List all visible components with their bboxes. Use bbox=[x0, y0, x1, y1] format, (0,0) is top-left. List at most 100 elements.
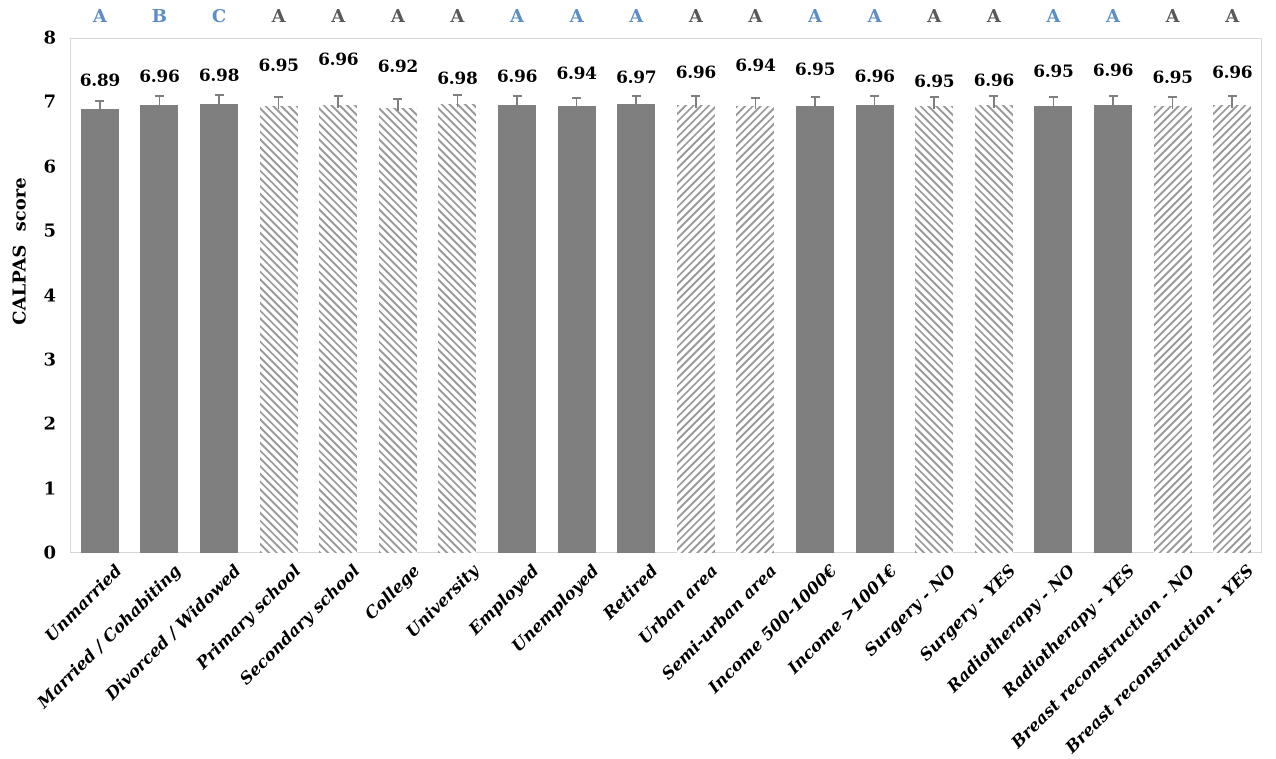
significance-letter: A bbox=[510, 6, 524, 27]
significance-letter: A bbox=[271, 6, 286, 27]
bar-value-label: 6.98 bbox=[198, 65, 240, 86]
y-tick-label: 3 bbox=[43, 349, 56, 371]
bar bbox=[1034, 105, 1073, 553]
bar-value-label: 6.89 bbox=[79, 71, 121, 92]
error-bar-cap bbox=[512, 95, 522, 98]
bar bbox=[200, 103, 238, 553]
error-bar-line bbox=[218, 95, 220, 107]
error-bar-cap bbox=[810, 96, 820, 98]
bar bbox=[140, 104, 179, 553]
y-tick-label: 1 bbox=[43, 478, 56, 500]
bar-value-label: 6.95 bbox=[914, 71, 955, 92]
significance-letter: A bbox=[92, 6, 107, 27]
y-tick-label: 8 bbox=[43, 27, 56, 49]
bar bbox=[378, 107, 417, 553]
error-bar-line bbox=[575, 98, 578, 110]
significance-letter: A bbox=[688, 6, 703, 27]
bar-value-label: 6.92 bbox=[377, 56, 419, 77]
error-bar-cap bbox=[572, 96, 582, 99]
bar bbox=[1213, 104, 1252, 553]
error-bar-line bbox=[933, 97, 935, 109]
y-tick-label: 6 bbox=[43, 156, 56, 178]
bar-value-label: 6.96 bbox=[973, 70, 1015, 91]
error-bar-cap bbox=[1227, 95, 1237, 98]
significance-letter: A bbox=[331, 6, 346, 27]
bar bbox=[796, 105, 834, 553]
error-bar-line bbox=[635, 96, 637, 108]
error-bar-cap bbox=[214, 94, 224, 96]
significance-letter: A bbox=[390, 6, 405, 27]
bar bbox=[1094, 104, 1132, 553]
bar bbox=[974, 104, 1013, 553]
error-bar-line bbox=[1231, 97, 1233, 108]
bar bbox=[438, 103, 477, 553]
y-tick-label: 2 bbox=[43, 413, 56, 435]
bar bbox=[855, 104, 894, 553]
error-bar-line bbox=[456, 95, 459, 107]
bar-value-label: 6.97 bbox=[616, 68, 657, 89]
bar bbox=[1153, 105, 1192, 553]
significance-letter: A bbox=[927, 6, 942, 27]
bar bbox=[259, 105, 298, 553]
significance-letter: A bbox=[748, 6, 763, 27]
significance-letter: C bbox=[211, 6, 227, 27]
significance-letter: A bbox=[986, 6, 1001, 27]
significance-letter: A bbox=[1106, 6, 1120, 27]
bar-value-label: 6.96 bbox=[675, 62, 717, 83]
bar-value-label: 6.95 bbox=[794, 59, 836, 80]
error-bar-cap bbox=[274, 96, 284, 98]
y-tick-label: 0 bbox=[43, 542, 56, 564]
bar-value-label: 6.94 bbox=[735, 56, 776, 77]
bar-value-label: 6.94 bbox=[556, 64, 597, 85]
error-bar-cap bbox=[1168, 96, 1178, 98]
bar bbox=[676, 104, 715, 553]
bar-value-label: 6.96 bbox=[139, 66, 180, 87]
error-bar-line bbox=[158, 97, 161, 108]
error-bar-cap bbox=[750, 96, 760, 99]
error-bar-line bbox=[1171, 97, 1174, 109]
bar-value-label: 6.98 bbox=[437, 68, 478, 89]
bar bbox=[617, 104, 656, 553]
y-tick-label: 7 bbox=[43, 91, 56, 113]
error-bar-line bbox=[695, 97, 697, 108]
error-bar-cap bbox=[989, 95, 999, 98]
error-bar-line bbox=[873, 97, 876, 108]
bar-value-label: 6.96 bbox=[1092, 60, 1134, 81]
error-bar-line bbox=[993, 97, 995, 108]
error-bar-cap bbox=[95, 99, 105, 102]
error-bar-line bbox=[337, 97, 339, 108]
error-bar-cap bbox=[691, 95, 701, 98]
bar-value-label: 6.95 bbox=[1152, 67, 1193, 88]
bar bbox=[557, 106, 596, 553]
error-bar-cap bbox=[452, 94, 462, 96]
error-bar-line bbox=[814, 97, 816, 109]
significance-letter: A bbox=[1225, 6, 1240, 27]
error-bar-cap bbox=[333, 95, 343, 98]
bar-value-label: 6.96 bbox=[496, 66, 538, 87]
bar bbox=[498, 104, 536, 553]
error-bar-cap bbox=[929, 96, 939, 98]
significance-letter: A bbox=[1046, 6, 1061, 27]
significance-letter: A bbox=[808, 6, 822, 27]
error-bar-line bbox=[99, 101, 101, 113]
error-bar-line bbox=[754, 98, 757, 110]
significance-letter: B bbox=[151, 6, 167, 27]
error-bar-line bbox=[1112, 97, 1114, 108]
significance-letter: A bbox=[1165, 6, 1180, 27]
significance-letter: A bbox=[629, 6, 644, 27]
significance-letter: A bbox=[450, 6, 465, 27]
y-tick-label: 5 bbox=[43, 220, 56, 242]
error-bar-cap bbox=[1048, 96, 1058, 98]
error-bar-cap bbox=[393, 98, 403, 100]
error-bar-cap bbox=[1108, 95, 1118, 98]
bar bbox=[736, 106, 775, 553]
y-tick-label: 4 bbox=[43, 285, 56, 306]
error-bar-line bbox=[277, 97, 280, 109]
bar-value-label: 6.96 bbox=[318, 49, 359, 70]
error-bar-cap bbox=[631, 94, 641, 97]
bar bbox=[915, 105, 954, 553]
bar bbox=[80, 109, 119, 553]
bar bbox=[319, 104, 358, 553]
error-bar-line bbox=[397, 99, 399, 111]
